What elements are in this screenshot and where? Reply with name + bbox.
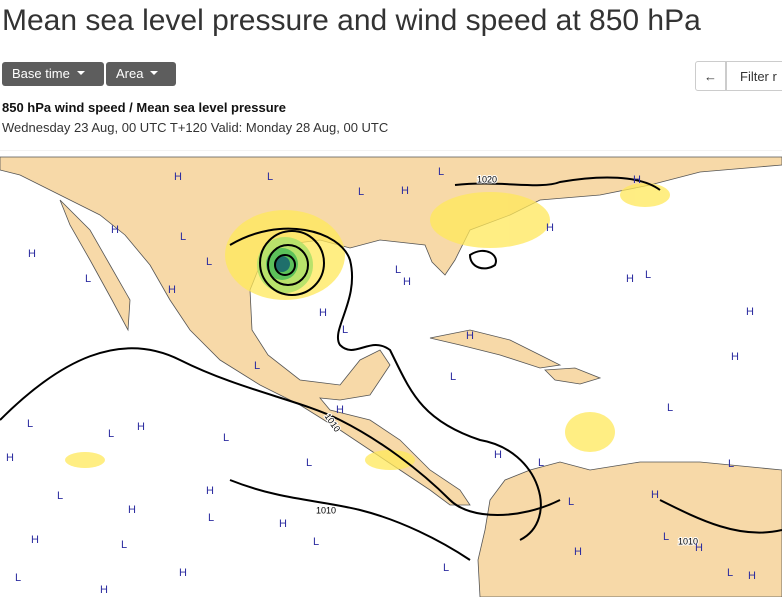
pressure-center: H bbox=[401, 185, 409, 197]
pressure-center: H bbox=[731, 351, 739, 363]
pressure-center: L bbox=[85, 273, 91, 285]
pressure-center: H bbox=[336, 404, 344, 416]
pressure-center: L bbox=[267, 171, 273, 183]
isobars bbox=[0, 176, 782, 561]
pressure-center: H bbox=[494, 449, 502, 461]
pressure-center: H bbox=[179, 567, 187, 579]
pressure-center: L bbox=[663, 531, 669, 543]
pressure-center: L bbox=[121, 539, 127, 551]
pressure-center: L bbox=[15, 572, 21, 584]
pressure-center: L bbox=[358, 186, 364, 198]
filter-input[interactable]: Filter r bbox=[726, 61, 782, 91]
pressure-center: L bbox=[727, 567, 733, 579]
pressure-center: L bbox=[108, 428, 114, 440]
pressure-center: H bbox=[31, 534, 39, 546]
pressure-center: H bbox=[695, 542, 703, 554]
pressure-center: L bbox=[728, 458, 734, 470]
pressure-center: L bbox=[208, 512, 214, 524]
pressure-center: L bbox=[254, 360, 260, 372]
pressure-center: L bbox=[180, 231, 186, 243]
pressure-center: L bbox=[313, 536, 319, 548]
base-time-button[interactable]: Base time bbox=[2, 62, 104, 86]
isobar-label: 1010 bbox=[678, 536, 698, 546]
pressure-center: L bbox=[438, 166, 444, 178]
pressure-center: H bbox=[651, 489, 659, 501]
pressure-center: H bbox=[206, 485, 214, 497]
pressure-center: L bbox=[443, 562, 449, 574]
validity: Wednesday 23 Aug, 00 UTC T+120 Valid: Mo… bbox=[2, 120, 389, 135]
pressure-center: H bbox=[748, 570, 756, 582]
pressure-center: L bbox=[450, 371, 456, 383]
pressure-center: H bbox=[746, 306, 754, 318]
pressure-center: L bbox=[538, 457, 544, 469]
pressure-center: H bbox=[174, 171, 182, 183]
pressure-center: L bbox=[57, 490, 63, 502]
pressure-center: H bbox=[633, 174, 641, 186]
page-title: Mean sea level pressure and wind speed a… bbox=[2, 4, 701, 37]
pressure-center: H bbox=[111, 224, 119, 236]
pressure-center: L bbox=[27, 418, 33, 430]
pressure-center: H bbox=[466, 330, 474, 342]
isobar-label: 1010 bbox=[316, 505, 336, 515]
pressure-center: H bbox=[128, 504, 136, 516]
area-button[interactable]: Area bbox=[106, 62, 176, 86]
pressure-center: L bbox=[206, 256, 212, 268]
pressure-center: H bbox=[137, 421, 145, 433]
pressure-center: L bbox=[223, 432, 229, 444]
pressure-center: L bbox=[306, 457, 312, 469]
pressure-center: H bbox=[319, 307, 327, 319]
land bbox=[0, 156, 782, 597]
pressure-center: H bbox=[6, 452, 14, 464]
pressure-center: L bbox=[395, 264, 401, 276]
pressure-center: H bbox=[403, 276, 411, 288]
pressure-center: H bbox=[28, 248, 36, 260]
product-name: 850 hPa wind speed / Mean sea level pres… bbox=[2, 100, 286, 115]
pressure-center: H bbox=[100, 584, 108, 596]
pressure-center: H bbox=[626, 273, 634, 285]
pressure-center: L bbox=[568, 496, 574, 508]
back-button[interactable]: ← bbox=[695, 61, 726, 91]
isobar-label: 1020 bbox=[477, 174, 497, 184]
pressure-center: H bbox=[168, 284, 176, 296]
pressure-center: L bbox=[667, 402, 673, 414]
pressure-center: H bbox=[546, 222, 554, 234]
pressure-center: L bbox=[342, 324, 348, 336]
pressure-center: H bbox=[574, 546, 582, 558]
pressure-center: H bbox=[279, 518, 287, 530]
pressure-center: L bbox=[645, 269, 651, 281]
